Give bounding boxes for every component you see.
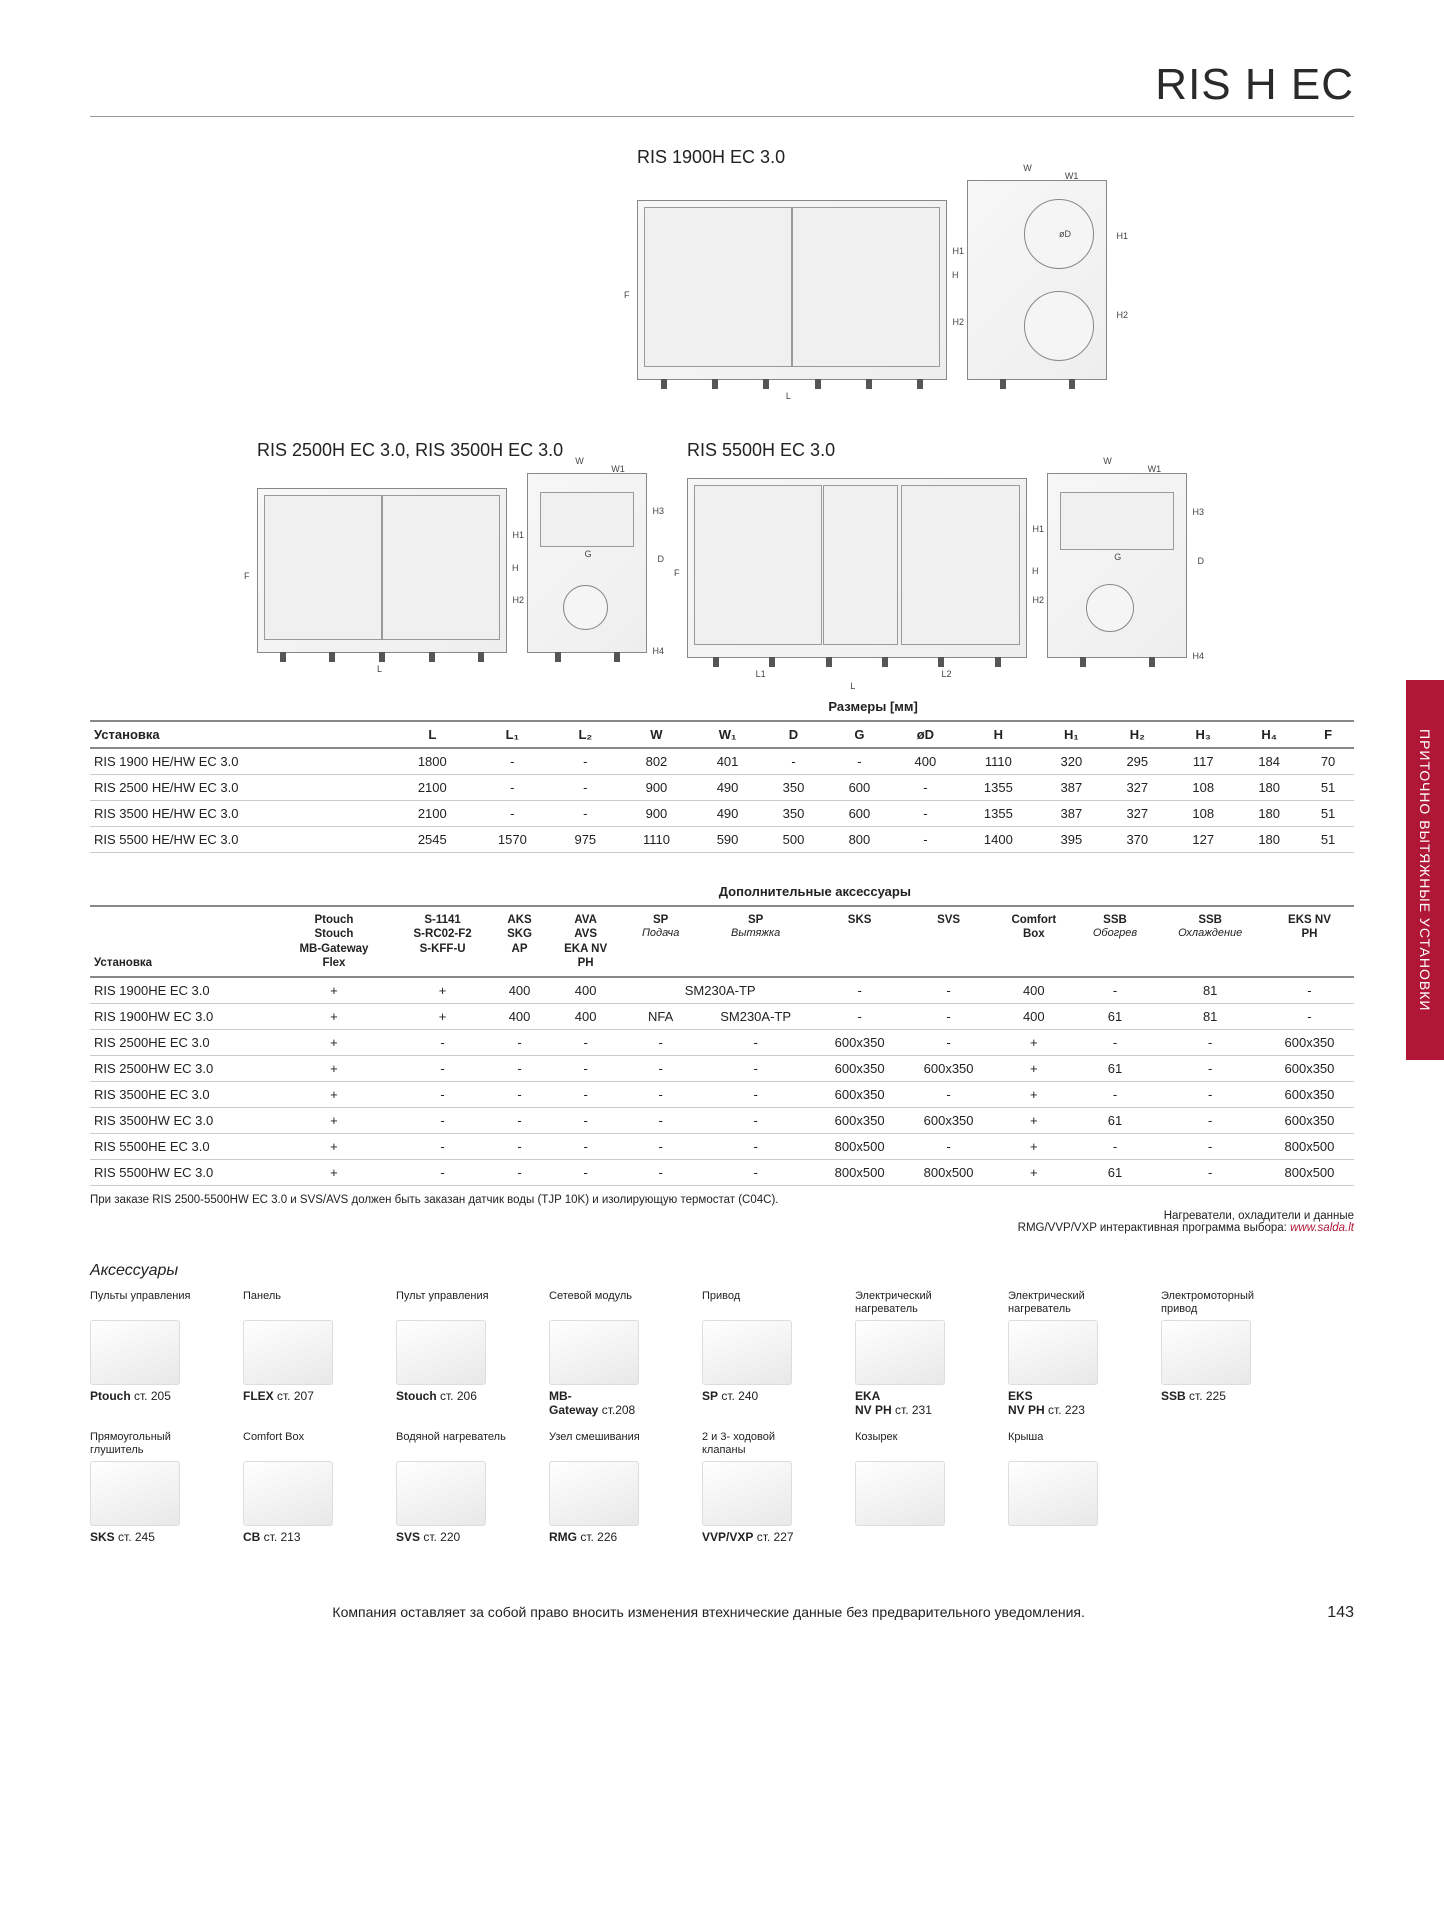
table1-col: H₄ (1236, 721, 1302, 748)
table2-rowheader: Установка (90, 906, 276, 977)
accessories-table: Дополнительные аксессуары УстановкаPtouc… (90, 878, 1354, 1186)
accessory-image (90, 1461, 180, 1526)
table1-col: G (826, 721, 892, 748)
table1-rowheader: Установка (90, 721, 392, 748)
table-row: RIS 2500 HE/HW EC 3.02100--900490350600-… (90, 775, 1354, 801)
table2-col: SSBОхлаждение (1155, 906, 1265, 977)
accessory-image (90, 1320, 180, 1385)
table-row: RIS 5500HE EC 3.0+-----800x500-+--800x50… (90, 1133, 1354, 1159)
accessory-item: Прямоугольный глушительSKS ст. 245 (90, 1431, 225, 1544)
table2-col: SPПодача (625, 906, 696, 977)
accessory-image (1161, 1320, 1251, 1385)
accessory-item: 2 и 3- ходовой клапаныVVP/VXP ст. 227 (702, 1431, 837, 1544)
table2-note-right: Нагреватели, охладители и данные RMG/VVP… (90, 1210, 1354, 1234)
accessories-grid: Пульты управленияPtouch ст. 205ПанельFLE… (90, 1290, 1354, 1545)
table2-title: Дополнительные аксессуары (276, 878, 1354, 906)
table-row: RIS 3500HE EC 3.0+-----600x350-+--600x35… (90, 1081, 1354, 1107)
accessory-image (549, 1461, 639, 1526)
table1-col: H (958, 721, 1038, 748)
table-row: RIS 3500 HE/HW EC 3.02100--900490350600-… (90, 801, 1354, 827)
table-row: RIS 2500HW EC 3.0+-----600x350600x350+61… (90, 1055, 1354, 1081)
accessory-item: Comfort BoxCB ст. 213 (243, 1431, 378, 1544)
diagram-title-2: RIS 2500H EC 3.0, RIS 3500H EC 3.0 (257, 440, 647, 461)
table1-col: W (618, 721, 694, 748)
diagram-front-1: F H1 H2 L (637, 200, 947, 380)
diagram-side-1: W W1 H H1 H2 øD (967, 180, 1107, 380)
accessory-image (855, 1461, 945, 1526)
accessories-heading: Аксессуары (90, 1262, 1354, 1280)
accessory-image (243, 1461, 333, 1526)
table1-col: L (392, 721, 472, 748)
diagram-title-3: RIS 5500H EC 3.0 (687, 440, 1187, 461)
accessory-item: Сетевой модульMB- Gateway ст.208 (549, 1290, 684, 1417)
accessory-item: Электрический нагревательEKS NV PH ст. 2… (1008, 1290, 1143, 1417)
accessory-item: Узел смешиванияRMG ст. 226 (549, 1431, 684, 1544)
diagram-title-1: RIS 1900H EC 3.0 (637, 147, 1107, 168)
diagram-front-3: F H1 H2 L1 L2 L (687, 478, 1027, 658)
table-row: RIS 1900HE EC 3.0++400400SM230A-TP--400-… (90, 977, 1354, 1004)
accessory-image (396, 1320, 486, 1385)
accessory-item: Водяной нагревательSVS ст. 220 (396, 1431, 531, 1544)
table1-col: H₃ (1170, 721, 1236, 748)
diagrams-area: RIS 1900H EC 3.0 F H1 H2 L W W1 H (90, 147, 1354, 658)
divider (90, 116, 1354, 117)
table-row: RIS 1900HW EC 3.0++400400NFASM230A-TP--4… (90, 1003, 1354, 1029)
side-tab: ПРИТОЧНО ВЫТЯЖНЫЕ УСТАНОВКИ (1406, 680, 1444, 1060)
table1-title: Размеры [мм] (392, 693, 1354, 721)
table1-col: øD (892, 721, 958, 748)
dimensions-table: Размеры [мм] УстановкаLL₁L₂WW₁DGøDHH₁H₂H… (90, 693, 1354, 853)
table-row: RIS 5500 HE/HW EC 3.02545157097511105905… (90, 827, 1354, 853)
table1-col: W₁ (695, 721, 761, 748)
table1-col: L₁ (472, 721, 552, 748)
accessory-image (1008, 1320, 1098, 1385)
accessory-image (855, 1320, 945, 1385)
accessory-image (702, 1320, 792, 1385)
table-row: RIS 2500HE EC 3.0+-----600x350-+--600x35… (90, 1029, 1354, 1055)
table2-col: SVS (904, 906, 993, 977)
table-row: RIS 5500HW EC 3.0+-----800x500800x500+61… (90, 1159, 1354, 1185)
diagram-side-3: W W1 H3 D H G H4 (1047, 473, 1187, 658)
table2-note: При заказе RIS 2500-5500HW EC 3.0 и SVS/… (90, 1192, 1354, 1208)
table1-col: F (1302, 721, 1354, 748)
accessory-item: ПриводSP ст. 240 (702, 1290, 837, 1417)
table2-col: Comfort Box (993, 906, 1075, 977)
accessory-image (243, 1320, 333, 1385)
table1-col: H₂ (1104, 721, 1170, 748)
table2-col: SPВытяжка (696, 906, 815, 977)
table1-col: L₂ (552, 721, 618, 748)
salda-link[interactable]: www.salda.lt (1290, 1222, 1354, 1234)
table2-col: SSBОбогрев (1075, 906, 1156, 977)
accessory-image (396, 1461, 486, 1526)
table2-col: AVA AVS EKA NV PH (546, 906, 625, 977)
accessory-item: Электрический нагревательEKA NV PH ст. 2… (855, 1290, 990, 1417)
accessory-item: ПанельFLEX ст. 207 (243, 1290, 378, 1417)
accessory-item: Пульты управленияPtouch ст. 205 (90, 1290, 225, 1417)
diagram-side-2: W W1 H3 D H G H4 (527, 473, 647, 653)
footer-disclaimer: Компания оставляет за собой право вносит… (332, 1604, 1084, 1620)
accessory-item: Электромоторный приводSSB ст. 225 (1161, 1290, 1296, 1417)
page-number: 143 (1327, 1604, 1354, 1622)
table2-col: EKS NV PH (1265, 906, 1354, 977)
table-row: RIS 3500HW EC 3.0+-----600x350600x350+61… (90, 1107, 1354, 1133)
page-title: RIS H EC (90, 60, 1354, 110)
accessory-item: Крыша (1008, 1431, 1143, 1544)
accessory-item: Козырек (855, 1431, 990, 1544)
diagram-front-2: F H1 H2 L (257, 488, 507, 653)
accessory-image (549, 1320, 639, 1385)
accessory-item: Пульт управленияStouch ст. 206 (396, 1290, 531, 1417)
table2-col: Ptouch Stouch MB-Gateway Flex (276, 906, 392, 977)
table1-col: D (761, 721, 827, 748)
table1-col: H₁ (1038, 721, 1104, 748)
table2-col: S-1141 S-RC02-F2 S-KFF-U (392, 906, 493, 977)
accessory-image (1008, 1461, 1098, 1526)
accessory-image (702, 1461, 792, 1526)
table2-col: AKS SKG AP (493, 906, 546, 977)
table2-col: SKS (815, 906, 904, 977)
table-row: RIS 1900 HE/HW EC 3.01800--802401--40011… (90, 748, 1354, 775)
